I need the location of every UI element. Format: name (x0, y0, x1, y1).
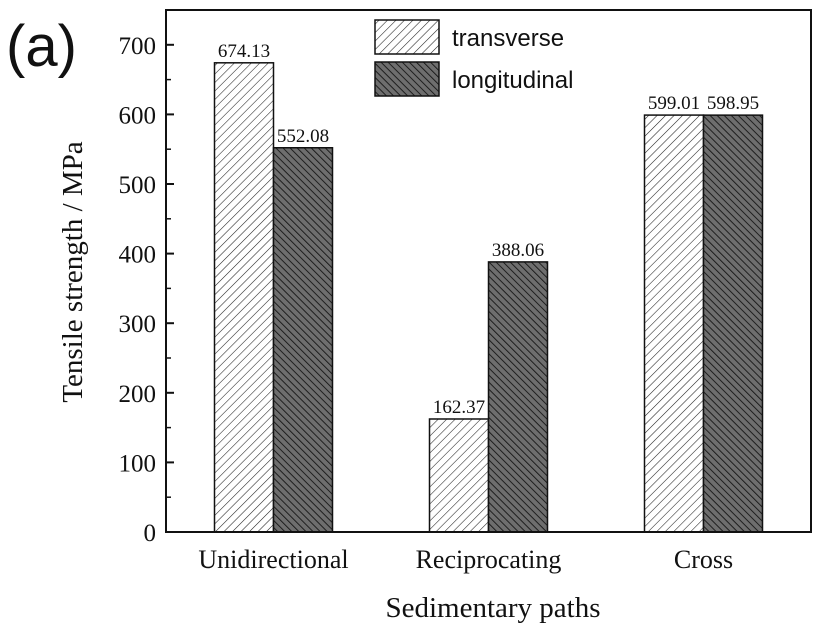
y-tick-label: 400 (119, 242, 157, 269)
x-tick-label: Unidirectional (198, 545, 348, 574)
bar-longitudinal-unidirectional (272, 147, 334, 533)
bar-value-labels: 674.13 552.08 162.37 388.06 599.01 598.95 (218, 41, 759, 418)
x-tick-label: Reciprocating (416, 545, 562, 574)
legend-swatch-transverse (374, 19, 440, 55)
y-axis-label: Tensile strength / MPa (57, 141, 89, 402)
bars (213, 62, 764, 533)
panel-label: (a) (6, 14, 77, 79)
legend-swatch-longitudinal (374, 61, 440, 97)
bar-transverse-unidirectional (213, 62, 275, 533)
bar-longitudinal-reciprocating (487, 261, 549, 533)
bar-transverse-cross (643, 114, 705, 533)
y-tick-label: 0 (144, 520, 157, 547)
y-tick-label: 500 (119, 172, 157, 199)
y-tick-label: 100 (119, 450, 157, 477)
y-tick-label: 300 (119, 311, 157, 338)
legend: transverse longitudinal (374, 19, 573, 97)
x-axis-label: Sedimentary paths (385, 592, 600, 624)
bar-longitudinal-cross (702, 114, 764, 533)
legend-label-transverse: transverse (452, 25, 564, 52)
y-tick-label: 200 (119, 381, 157, 408)
bar-value-label: 598.95 (707, 93, 759, 114)
x-axis-ticks: Unidirectional Reciprocating Cross (198, 524, 733, 574)
bar-value-label: 552.08 (277, 126, 329, 147)
y-tick-label: 600 (119, 102, 157, 129)
x-tick-label: Cross (674, 545, 733, 574)
bar-transverse-reciprocating (428, 418, 490, 533)
plot-frame (165, 9, 812, 533)
bar-value-label: 162.37 (433, 397, 485, 418)
legend-label-longitudinal: longitudinal (452, 67, 573, 94)
bar-value-label: 388.06 (492, 240, 544, 261)
y-tick-label: 700 (119, 33, 157, 60)
y-axis-ticks: 0 100 200 300 400 500 600 700 (119, 33, 174, 547)
bar-value-label: 674.13 (218, 41, 270, 62)
bar-value-label: 599.01 (648, 93, 700, 114)
